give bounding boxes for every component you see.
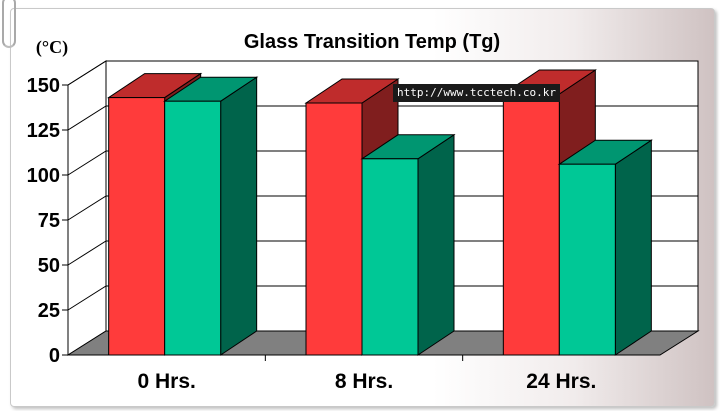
y-tick-label: 25 [38,300,60,322]
bar [163,76,259,356]
y-tick-label: 150 [27,75,60,97]
y-axis-label: (°C) [36,37,68,58]
gridline [67,60,698,86]
paper-clip-icon [2,0,16,48]
bar [557,139,653,356]
bar [360,133,456,356]
y-tick-label: 0 [49,345,60,367]
gridline [67,195,698,221]
x-tick-label: 24 Hrs. [526,370,596,393]
gridline [67,240,698,266]
x-tick-label: 0 Hrs. [137,370,195,393]
y-tick-label: 100 [27,165,60,187]
y-tick-label: 125 [27,120,60,142]
chart-title: Glass Transition Temp (Tg) [244,31,500,53]
gridline [67,285,698,311]
y-tick-label: 50 [38,255,60,277]
x-tick-label: 8 Hrs. [335,370,393,393]
watermark-text: http://www.tcctech.co.kr [393,84,560,102]
gridline [67,150,698,176]
gridline [67,105,698,131]
y-tick-label: 75 [38,210,60,232]
